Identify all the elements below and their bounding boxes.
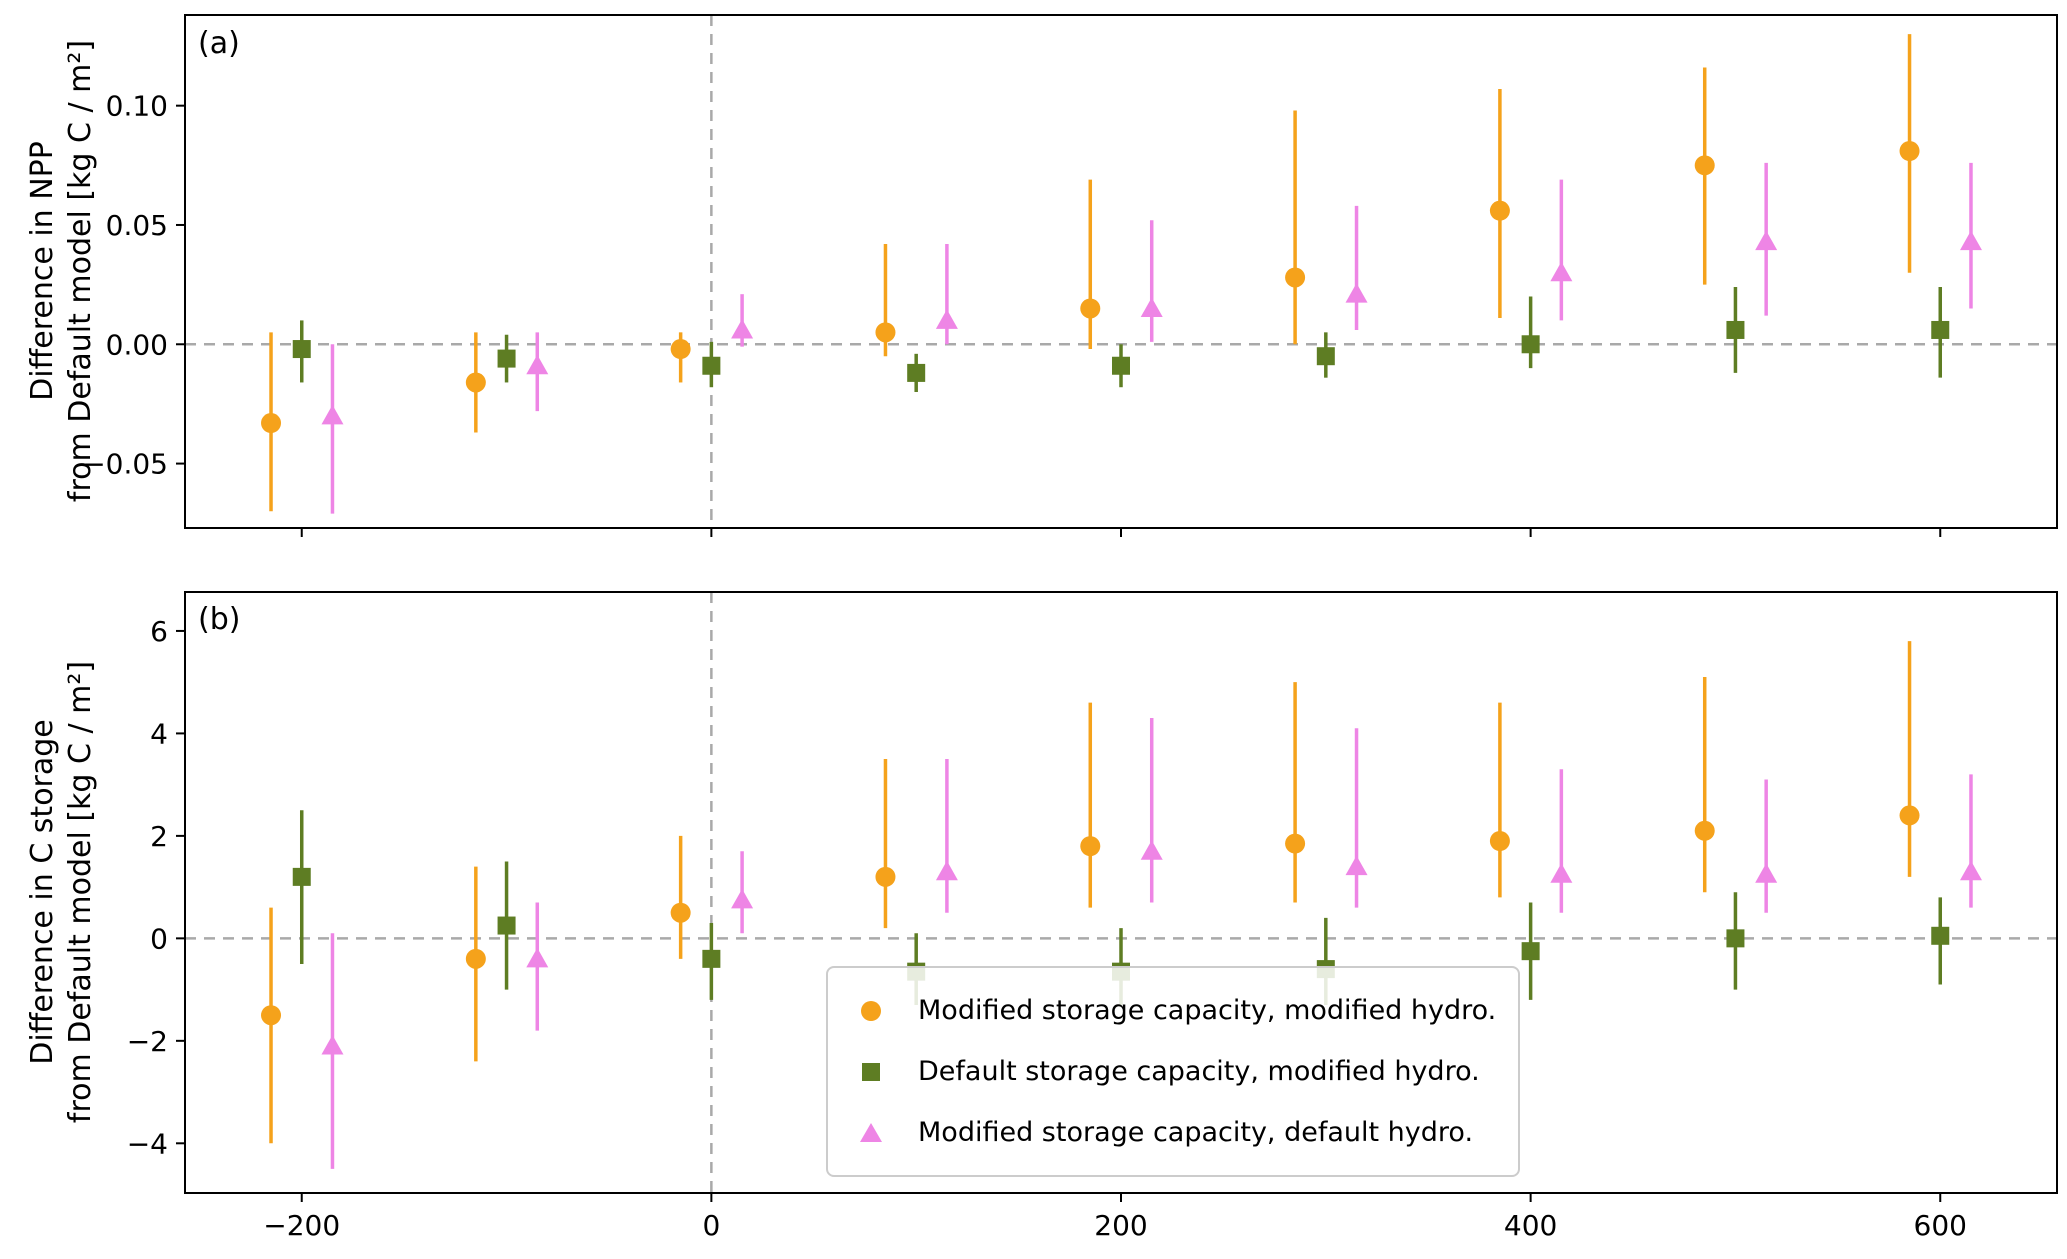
data-point-circle <box>875 322 896 343</box>
series-modified-storage-default-hydro <box>321 162 1982 514</box>
data-point-circle <box>465 372 486 393</box>
data-point-square <box>1931 926 1950 945</box>
data-point-circle <box>465 948 486 969</box>
data-point-circle <box>1285 267 1306 288</box>
legend-item: Modified storage capacity, modified hydr… <box>848 980 1498 1041</box>
data-point-square <box>702 356 721 375</box>
data-point-triangle <box>321 404 344 425</box>
series-modified-storage-default-hydro <box>321 718 1982 1169</box>
data-point-circle <box>875 866 896 887</box>
data-point-square <box>1112 356 1130 375</box>
data-point-circle <box>1489 200 1510 221</box>
y-tick-label: 2 <box>150 820 168 853</box>
data-point-triangle <box>526 354 549 375</box>
data-point-circle <box>1694 155 1715 176</box>
data-point-circle <box>1899 141 1920 162</box>
legend-item-label: Modified storage capacity, modified hydr… <box>918 995 1497 1026</box>
legend-item: Modified storage capacity, default hydro… <box>848 1102 1498 1163</box>
legend-marker-cell <box>848 1000 894 1021</box>
data-point-square <box>497 916 516 935</box>
panel-b-label: (b) <box>198 602 241 637</box>
triangle-marker-icon <box>860 1123 882 1142</box>
data-point-triangle <box>1959 230 1982 251</box>
data-point-triangle <box>731 888 754 909</box>
x-tick-label: 0 <box>702 1209 720 1242</box>
data-point-circle <box>261 1005 282 1026</box>
x-tick-label: 400 <box>1504 1209 1557 1242</box>
data-point-triangle <box>321 1034 344 1055</box>
data-point-square <box>1521 942 1540 961</box>
panel-a-label: (a) <box>198 26 240 61</box>
data-point-triangle <box>935 860 958 881</box>
panel-a-y-axis-label: Difference in NPP from Default model [kg… <box>25 39 98 503</box>
legend-item-label: Default storage capacity, modified hydro… <box>918 1056 1480 1087</box>
data-point-square <box>907 363 926 382</box>
data-point-triangle <box>935 309 958 329</box>
data-point-square <box>1726 320 1745 339</box>
axes-frame <box>184 14 2058 529</box>
x-tick-label: 600 <box>1914 1209 1967 1242</box>
data-point-circle <box>670 339 691 360</box>
data-point-triangle <box>1140 297 1163 317</box>
data-point-triangle <box>1959 860 1982 881</box>
legend-item-label: Modified storage capacity, default hydro… <box>918 1117 1474 1148</box>
data-point-triangle <box>1140 840 1163 860</box>
y-tick-label: 0.00 <box>106 328 168 361</box>
data-point-circle <box>1694 820 1715 841</box>
data-point-circle <box>1080 836 1101 857</box>
series-modified-storage-modified-hydro <box>261 641 1920 1144</box>
data-point-square <box>1316 347 1335 366</box>
data-point-triangle <box>731 318 754 339</box>
legend-item: Default storage capacity, modified hydro… <box>848 1041 1498 1102</box>
panel-b-y-axis-label: Difference in C storage from Default mod… <box>25 660 98 1124</box>
panel-a: 0.10 0.05 0.00 −0.05 <box>82 14 2058 537</box>
panel-b: 6 4 2 0 −2 −4 −200 0 200 400 600 <box>127 591 2058 1242</box>
data-point-circle <box>670 902 691 923</box>
y-tick-label: 0.05 <box>106 209 168 242</box>
y-tick-label: −2 <box>127 1025 168 1058</box>
x-tick-label: 200 <box>1094 1209 1147 1242</box>
x-tick-label: −200 <box>263 1209 340 1242</box>
y-tick-label: 0 <box>150 922 168 955</box>
data-point-square <box>497 349 516 368</box>
data-point-square <box>1521 335 1540 354</box>
data-point-circle <box>1489 831 1510 852</box>
y-tick-label: 4 <box>150 717 168 750</box>
data-point-circle <box>1080 298 1101 319</box>
data-point-square <box>292 340 311 359</box>
legend-marker-cell <box>848 1123 894 1142</box>
data-point-circle <box>1899 805 1920 826</box>
data-point-square <box>1726 929 1745 948</box>
square-marker-icon <box>862 1062 880 1081</box>
series-default-storage-modified-hydro <box>292 287 1950 392</box>
data-point-square <box>702 949 721 968</box>
legend: Modified storage capacity, modified hydr… <box>826 966 1520 1177</box>
data-point-triangle <box>1755 863 1778 883</box>
data-point-circle <box>261 413 282 434</box>
y-tick-label: 6 <box>150 615 168 648</box>
data-point-triangle <box>1345 283 1368 303</box>
data-point-triangle <box>526 947 549 968</box>
data-point-square <box>1931 320 1950 339</box>
data-point-triangle <box>1550 863 1573 883</box>
legend-marker-cell <box>848 1062 894 1081</box>
data-point-triangle <box>1345 855 1368 876</box>
data-point-triangle <box>1550 261 1573 282</box>
y-tick-label: −0.05 <box>82 448 168 481</box>
circle-marker-icon <box>861 1000 881 1021</box>
data-point-circle <box>1285 833 1306 854</box>
series-modified-storage-modified-hydro <box>261 34 1920 512</box>
y-tick-label: −4 <box>127 1127 168 1160</box>
data-point-square <box>292 867 311 886</box>
data-point-triangle <box>1755 230 1778 251</box>
y-tick-label: 0.10 <box>106 90 168 123</box>
